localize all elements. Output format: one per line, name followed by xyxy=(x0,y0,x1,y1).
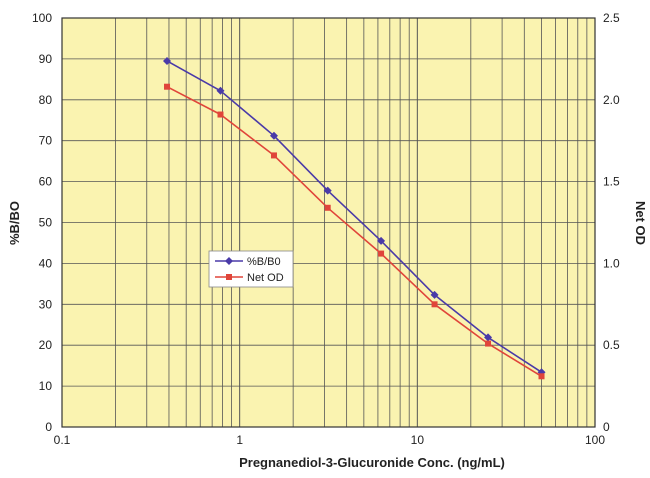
data-point-percent-b-b0 xyxy=(163,56,172,65)
x-tick-label: 100 xyxy=(585,433,605,447)
data-point-net-od xyxy=(378,250,385,257)
y2-tick-label: 0.5 xyxy=(603,338,620,352)
x-tick-label: 0.1 xyxy=(54,433,71,447)
y-axis-title: %B/BO xyxy=(7,201,22,245)
legend: %B/B0 Net OD xyxy=(208,250,294,288)
legend-marker-diamond xyxy=(225,257,233,265)
x-tick-label: 1 xyxy=(236,433,243,447)
data-point-net-od xyxy=(431,301,438,308)
legend-marker-square xyxy=(226,274,232,280)
data-point-percent-b-b0 xyxy=(430,290,439,299)
y2-tick-label: 0 xyxy=(603,420,610,434)
y2-tick-label: 1.5 xyxy=(603,175,620,189)
data-point-net-od xyxy=(270,152,277,159)
y-tick-label: 40 xyxy=(39,256,53,270)
y2-tick-label: 2.0 xyxy=(603,93,620,107)
data-point-net-od xyxy=(538,373,545,380)
y-tick-label: 30 xyxy=(39,297,53,311)
y2-tick-label: 1.0 xyxy=(603,256,620,270)
data-point-net-od xyxy=(324,204,331,211)
y-tick-label: 100 xyxy=(32,11,52,25)
y-tick-label: 50 xyxy=(39,216,53,230)
y2-tick-label: 2.5 xyxy=(603,11,620,25)
x-tick-label: 10 xyxy=(411,433,425,447)
y-tick-label: 60 xyxy=(39,175,53,189)
data-point-percent-b-b0 xyxy=(269,131,278,140)
legend-label-net-od: Net OD xyxy=(247,272,284,284)
legend-label-percent-b-b0: %B/B0 xyxy=(247,256,281,268)
y-tick-label: 80 xyxy=(39,93,53,107)
data-point-net-od xyxy=(485,340,492,347)
legend-box xyxy=(208,250,294,288)
data-point-net-od xyxy=(164,83,171,90)
x-axis-title: Pregnanediol-3-Glucuronide Conc. (ng/mL) xyxy=(239,455,505,470)
data-point-percent-b-b0 xyxy=(484,333,493,342)
data-point-net-od xyxy=(217,111,224,118)
data-point-percent-b-b0 xyxy=(216,86,225,95)
series-line-net-od xyxy=(166,85,542,377)
y-tick-label: 0 xyxy=(45,420,52,434)
y-tick-label: 10 xyxy=(39,379,53,393)
y2-axis-title: Net OD xyxy=(633,201,648,245)
plot-frame xyxy=(61,17,596,428)
series-line-percent-b-b0 xyxy=(166,60,542,373)
y-tick-label: 90 xyxy=(39,52,53,66)
series xyxy=(163,56,546,380)
data-point-percent-b-b0 xyxy=(377,236,386,245)
data-point-percent-b-b0 xyxy=(323,186,332,195)
y-tick-label: 20 xyxy=(39,338,53,352)
tick-labels: 0.1 1 10 100010203040506070809010000.51.01.… xyxy=(32,11,620,447)
y-tick-label: 70 xyxy=(39,134,53,148)
